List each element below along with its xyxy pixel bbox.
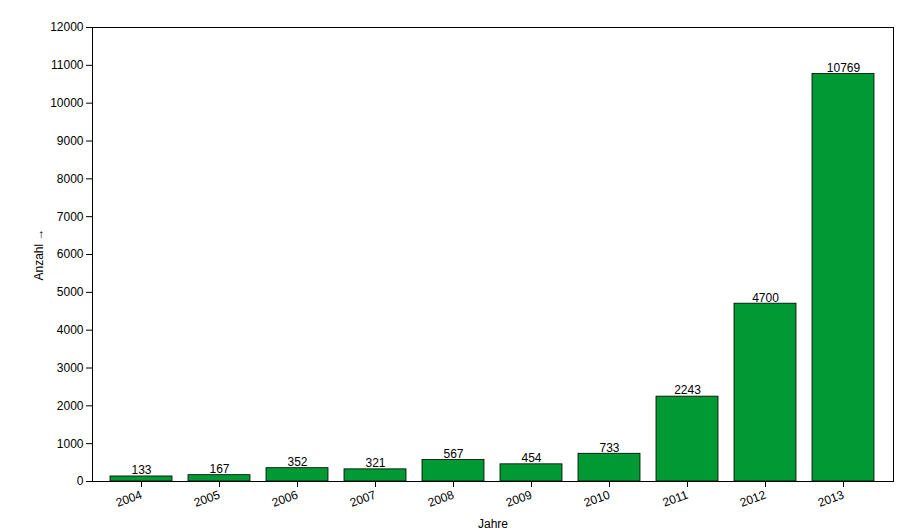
- svg-text:733: 733: [599, 441, 619, 455]
- svg-text:Jahre: Jahre: [478, 517, 508, 531]
- svg-text:1000: 1000: [57, 437, 84, 451]
- svg-text:454: 454: [521, 451, 541, 465]
- svg-text:6000: 6000: [57, 247, 84, 261]
- svg-text:9000: 9000: [57, 134, 84, 148]
- svg-text:567: 567: [443, 447, 463, 461]
- svg-text:2009: 2009: [504, 487, 534, 509]
- svg-text:2004: 2004: [114, 487, 144, 509]
- svg-text:0: 0: [77, 474, 84, 488]
- svg-text:4000: 4000: [57, 323, 84, 337]
- svg-text:2007: 2007: [348, 487, 378, 509]
- svg-text:2243: 2243: [674, 383, 701, 397]
- svg-text:10769: 10769: [827, 61, 861, 75]
- svg-text:2005: 2005: [192, 487, 222, 509]
- svg-text:167: 167: [209, 462, 229, 476]
- svg-text:10000: 10000: [50, 96, 84, 110]
- svg-text:352: 352: [287, 455, 307, 469]
- svg-text:Anzahl →: Anzahl →: [32, 228, 46, 280]
- svg-text:2006: 2006: [270, 487, 300, 509]
- svg-text:2000: 2000: [57, 399, 84, 413]
- svg-text:2011: 2011: [661, 487, 690, 509]
- svg-text:7000: 7000: [57, 210, 84, 224]
- svg-text:133: 133: [131, 463, 151, 477]
- svg-text:4700: 4700: [752, 291, 779, 305]
- svg-text:11000: 11000: [51, 58, 84, 72]
- svg-text:2010: 2010: [582, 487, 612, 509]
- svg-text:5000: 5000: [57, 285, 84, 299]
- svg-text:3000: 3000: [57, 361, 84, 375]
- svg-text:12000: 12000: [50, 20, 84, 34]
- svg-text:2008: 2008: [426, 487, 456, 509]
- svg-text:8000: 8000: [57, 172, 84, 186]
- svg-text:2012: 2012: [738, 487, 768, 509]
- svg-text:321: 321: [365, 456, 385, 470]
- svg-text:2013: 2013: [816, 487, 846, 509]
